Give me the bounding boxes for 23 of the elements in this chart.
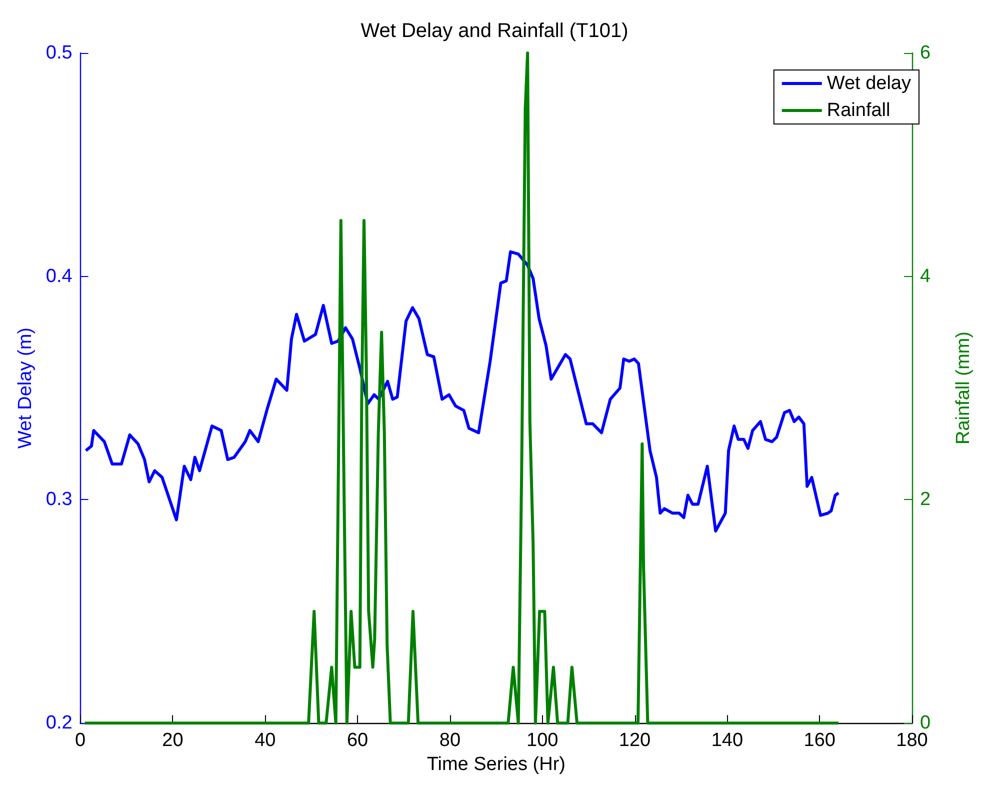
y2-tick-label: 4 xyxy=(920,266,931,287)
x-tick-label: 100 xyxy=(526,730,558,752)
legend-label: Rainfall xyxy=(826,100,890,121)
x-tick-label: 20 xyxy=(162,730,184,752)
x-tick-label: 80 xyxy=(439,730,461,752)
x-tick-label: 160 xyxy=(804,730,836,752)
x-tick-label: 120 xyxy=(618,730,651,752)
x-axis-title: Time Series (Hr) xyxy=(426,754,566,775)
chart-title: Wet Delay and Rainfall (T101) xyxy=(360,20,628,42)
y2-axis-title: Rainfall (mm) xyxy=(953,332,974,445)
y-axis-title: Wet Delay (m) xyxy=(15,328,36,449)
y-tick-label: 0.4 xyxy=(46,266,73,287)
x-tick-label: 40 xyxy=(254,730,276,752)
x-tick-label: 60 xyxy=(346,730,368,752)
y2-tick-label: 2 xyxy=(920,489,931,510)
y-tick-label: 0.5 xyxy=(46,42,72,64)
y2-tick-label: 6 xyxy=(920,42,931,64)
x-tick-label: 140 xyxy=(711,730,744,752)
y-tick-label: 0.2 xyxy=(46,712,72,734)
x-tick-label: 0 xyxy=(75,730,86,752)
legend-label: Wet delay xyxy=(826,73,912,94)
y-tick-label: 0.3 xyxy=(46,489,72,510)
line-series xyxy=(84,250,840,533)
